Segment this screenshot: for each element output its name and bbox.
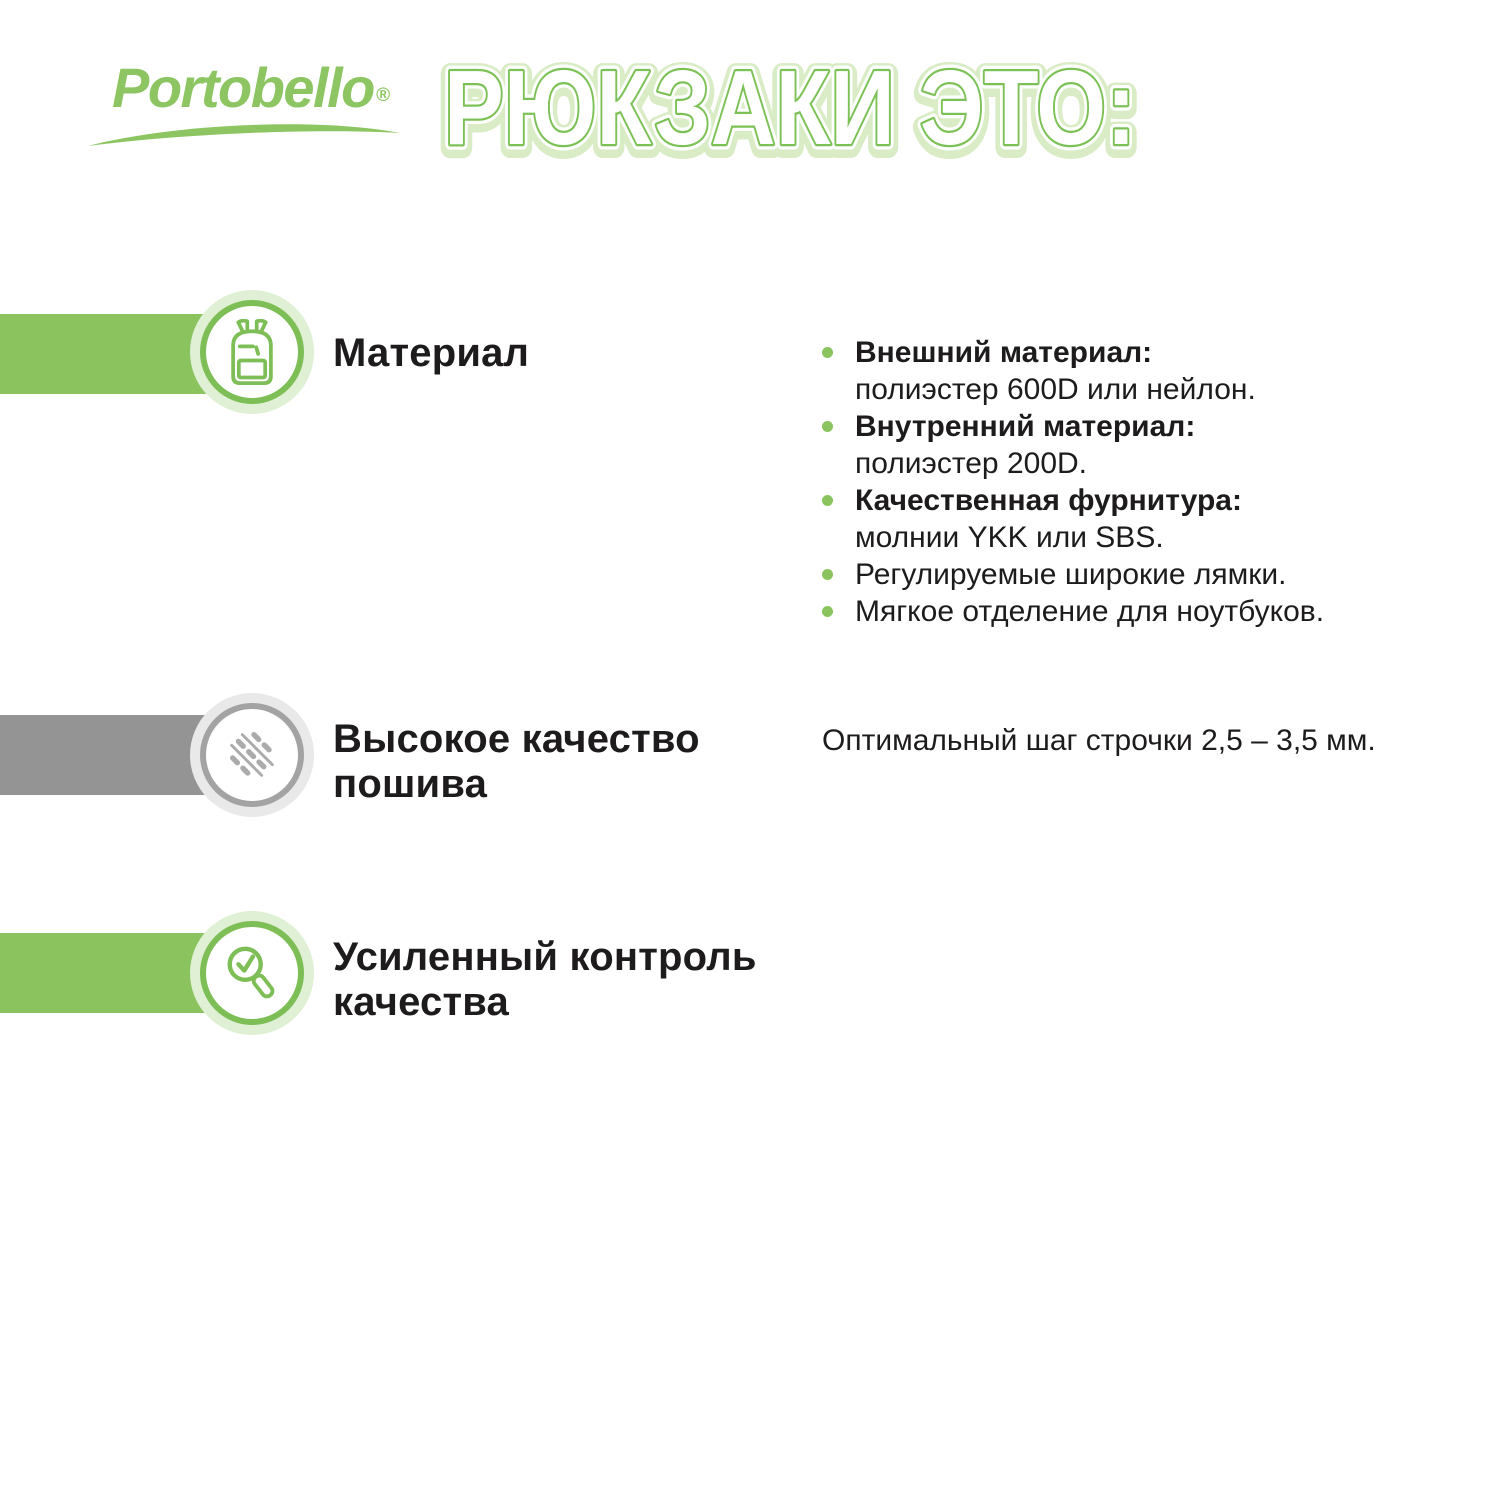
- bullet-dot-icon: [822, 606, 833, 617]
- feature-bar: [0, 715, 212, 795]
- bullet-text: полиэстер 600D или нейлон.: [855, 373, 1256, 406]
- backpack-icon: [231, 319, 273, 385]
- bullet-label: Качественная фурнитура:: [855, 484, 1242, 517]
- brand-logo: Portobello ®: [88, 56, 412, 158]
- bullet-text: Регулируемые широкие лямки.: [855, 558, 1287, 591]
- bullet-item: Мягкое отделение для ноутбуков.: [822, 593, 1324, 630]
- bullet-text: Мягкое отделение для ноутбуков.: [855, 595, 1325, 628]
- bullet-item: Качественная фурнитура: молнии YKK или SB…: [822, 482, 1324, 556]
- bullet-text: полиэстер 200D.: [855, 447, 1088, 480]
- stitch-step-note: Оптимальный шаг строчки 2,5 – 3,5 мм.: [822, 724, 1376, 757]
- feature-bar: [0, 933, 212, 1013]
- feature-title: Высокое качество пошива: [333, 717, 700, 806]
- stitching-icon: [229, 731, 275, 779]
- bullet-dot-icon: [822, 347, 833, 358]
- bullet-dot-icon: [822, 421, 833, 432]
- feature-badge: [190, 693, 314, 817]
- page-title-gap: РЮКЗАКИ ЭТО:: [444, 49, 1136, 166]
- page-title-halo: РЮКЗАКИ ЭТО:: [444, 52, 1136, 166]
- brand-logo-text: Portobello: [112, 56, 375, 119]
- bullet-label: Внутренний материал:: [855, 410, 1196, 443]
- bullet-item: Регулируемые широкие лямки.: [822, 556, 1324, 593]
- feature-bar: [0, 314, 212, 394]
- page-title-text: РЮКЗАКИ ЭТО:: [444, 49, 1136, 166]
- feature-title: Материал: [333, 331, 530, 375]
- logo-swoosh-icon: [88, 124, 400, 146]
- bullet-dot-icon: [822, 569, 833, 580]
- feature-badge: [190, 911, 314, 1035]
- bullet-text: молнии YKK или SBS.: [855, 521, 1164, 554]
- registered-mark: ®: [375, 84, 390, 106]
- bullet-label: Внешний материал:: [855, 336, 1153, 369]
- page-title: РЮКЗАКИ ЭТО: РЮКЗАКИ ЭТО: РЮКЗАКИ ЭТО:: [433, 48, 1147, 166]
- feature-title: Усиленный контроль качества: [333, 935, 757, 1024]
- bullet-dot-icon: [822, 495, 833, 506]
- magnifier-check-icon: [227, 946, 275, 999]
- feature-badge: [190, 290, 314, 414]
- bullet-list: Внешний материал: полиэстер 600D или нейл…: [822, 334, 1324, 630]
- bullet-item: Внешний материал: полиэстер 600D или нейл…: [822, 334, 1324, 408]
- bullet-item: Внутренний материал: полиэстер 200D.: [822, 408, 1324, 482]
